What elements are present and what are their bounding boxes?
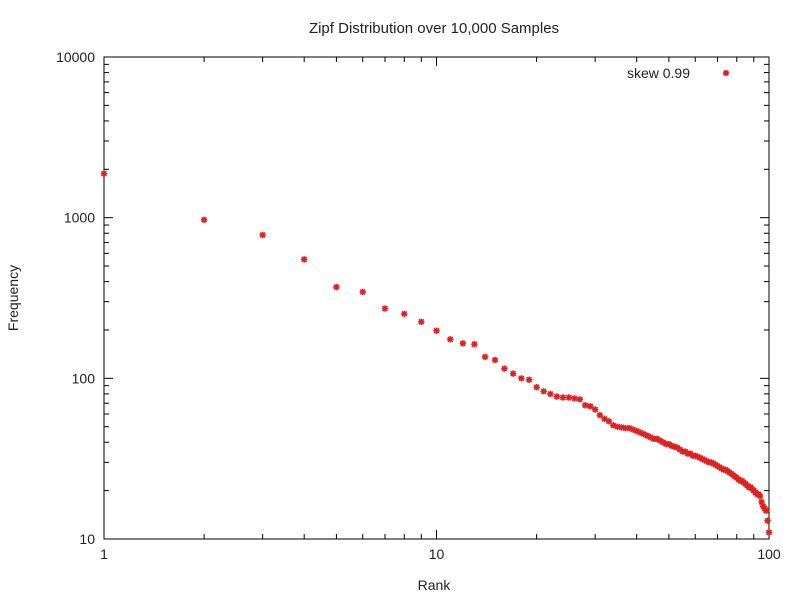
data-point: [509, 370, 517, 377]
y-tick-label: 1000: [64, 210, 95, 226]
x-tick-label: 1: [100, 546, 108, 562]
data-point: [300, 256, 308, 263]
data-point: [540, 388, 547, 395]
data-point: [100, 170, 108, 177]
legend-marker: [722, 69, 730, 77]
data-point: [525, 376, 533, 383]
chart-title: Zipf Distribution over 10,000 Samples: [309, 20, 559, 37]
data-point: [471, 341, 478, 348]
data-point: [571, 395, 578, 402]
data-point: [533, 384, 540, 391]
data-point: [565, 394, 573, 401]
data-point: [553, 393, 560, 400]
data-point: [433, 327, 440, 334]
data-point: [764, 517, 771, 524]
data-point: [333, 283, 340, 291]
data-points: [100, 170, 773, 536]
data-point: [591, 406, 599, 413]
x-axis-label: Rank: [418, 577, 452, 593]
y-tick-label: 10000: [56, 49, 95, 65]
data-point: [459, 340, 467, 347]
x-tick-label: 10: [429, 546, 445, 562]
data-point: [601, 415, 608, 422]
data-point: [618, 424, 625, 431]
data-point: [762, 507, 770, 514]
data-point: [765, 529, 773, 536]
legend-label: skew 0.99: [627, 65, 690, 81]
data-point: [481, 353, 489, 361]
data-point: [401, 310, 408, 318]
legend: skew 0.99: [627, 65, 730, 81]
data-point: [596, 411, 604, 419]
data-point: [518, 375, 525, 382]
data-point: [605, 418, 613, 425]
data-point: [501, 365, 508, 372]
data-point: [587, 403, 594, 410]
data-point: [559, 394, 567, 401]
legend-marker-star: [722, 69, 730, 77]
data-point: [581, 402, 589, 409]
y-axis-label: Frequency: [5, 265, 21, 331]
data-point: [576, 396, 584, 403]
data-point: [491, 356, 499, 364]
data-point: [381, 305, 389, 312]
y-tick-label: 100: [72, 370, 96, 386]
x-axis-ticks: 1 10 100: [100, 57, 781, 562]
data-point: [200, 216, 208, 223]
data-point: [756, 492, 764, 500]
y-tick-label: 10: [79, 531, 95, 547]
data-point: [547, 390, 554, 398]
plot-frame: [103, 56, 770, 540]
data-point: [359, 288, 366, 296]
data-point: [259, 231, 266, 239]
data-point: [418, 318, 425, 325]
y-axis-ticks: 10 100 1000 10000: [56, 49, 769, 547]
x-tick-label: 100: [757, 546, 781, 562]
data-point: [447, 336, 454, 343]
